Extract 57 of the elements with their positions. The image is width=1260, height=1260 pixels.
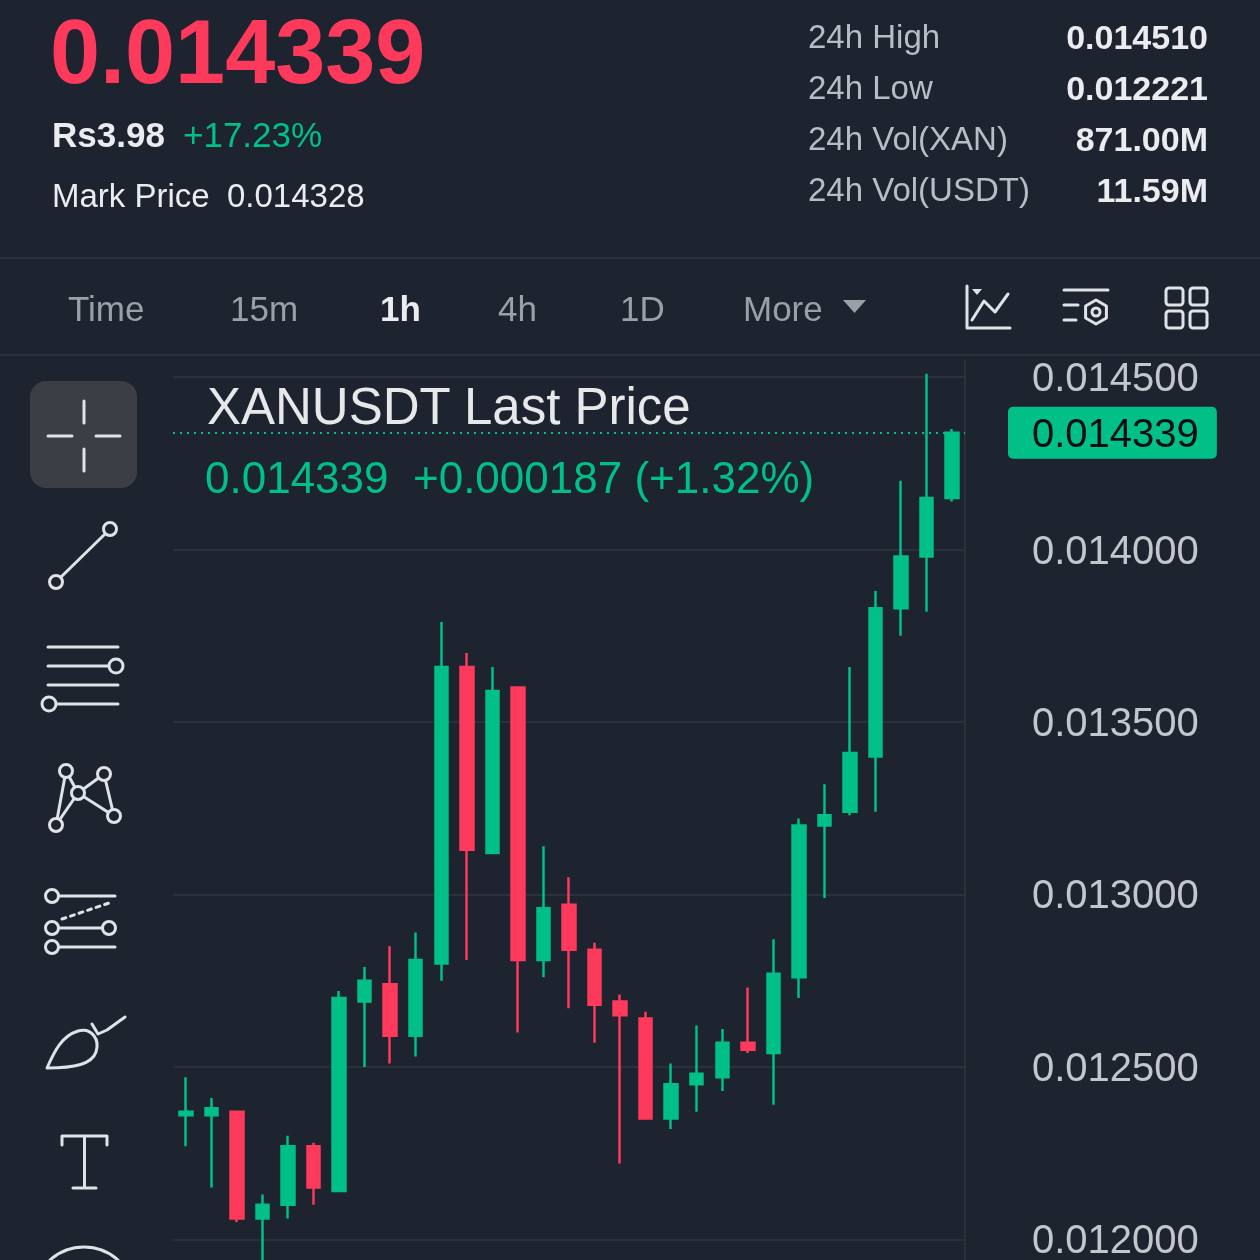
text: 871.00M	[1075, 119, 1208, 159]
candlestick	[485, 665, 500, 855]
text: 1h	[380, 289, 421, 329]
candlestick	[842, 665, 858, 817]
candlestick	[280, 1134, 296, 1220]
y-tick-label: 0.012500	[1032, 1044, 1199, 1089]
candlestick	[408, 931, 423, 1058]
y-tick-label: 0.014000	[1032, 527, 1199, 572]
text: Rs3.98	[52, 115, 165, 155]
candlestick	[536, 844, 551, 979]
text: 15m	[230, 289, 299, 329]
candlestick	[382, 944, 398, 1065]
candlestick	[663, 1062, 679, 1131]
y-tick-label: 0.013000	[1032, 872, 1199, 917]
candlestick	[791, 817, 807, 1000]
text: 0.012221	[1066, 68, 1208, 108]
candlestick	[357, 965, 372, 1069]
text: 24h Vol(XAN)	[808, 120, 1008, 158]
text: Time	[68, 289, 145, 329]
text: 0.014328	[227, 177, 365, 215]
text: 0.014339	[50, 0, 426, 104]
text: 0.014339 +0.000187 (+1.32%)	[205, 452, 815, 502]
text: Mark Price	[52, 177, 210, 215]
candlestick	[817, 782, 832, 900]
ref-line-label: 0.014339	[1032, 410, 1199, 455]
candlestick	[178, 1075, 194, 1148]
text: 24h Vol(USDT)	[808, 171, 1030, 209]
candlestick	[740, 986, 756, 1055]
candlestick	[612, 993, 628, 1165]
candlestick	[638, 1010, 653, 1120]
text: 11.59M	[1096, 170, 1208, 210]
text: 24h High	[808, 18, 941, 56]
text: 24h Low	[808, 69, 933, 107]
candlestick	[766, 938, 781, 1107]
chart-title: XANUSDT Last Price	[207, 378, 691, 435]
text: More	[743, 289, 823, 329]
candlestick	[331, 989, 347, 1193]
candlestick	[434, 620, 449, 982]
candlestick	[229, 1110, 245, 1224]
y-tick-label: 0.014500	[1032, 355, 1199, 400]
candlestick	[587, 941, 602, 1045]
candlestick	[204, 1096, 219, 1189]
text: 0.014510	[1066, 17, 1208, 57]
candlestick	[868, 589, 883, 813]
candlestick	[893, 479, 909, 638]
candlestick	[561, 875, 577, 1010]
candlestick	[510, 686, 526, 1034]
candlestick	[689, 1024, 704, 1113]
text: 4h	[498, 289, 537, 329]
text: +17.23%	[183, 115, 323, 155]
candlestick	[255, 1193, 270, 1260]
candlestick	[306, 1141, 321, 1207]
candlestick	[459, 651, 475, 962]
y-tick-label: 0.013500	[1032, 700, 1199, 745]
text: 1D	[620, 289, 665, 329]
candlestick	[715, 1027, 730, 1093]
y-tick-label: 0.012000	[1032, 1217, 1199, 1260]
